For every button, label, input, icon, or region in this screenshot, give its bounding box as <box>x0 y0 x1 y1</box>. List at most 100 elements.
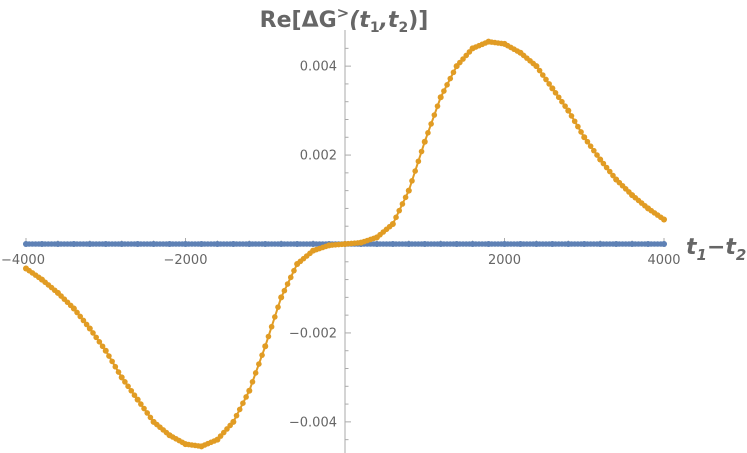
sample-point <box>214 436 221 443</box>
sample-point <box>552 90 559 96</box>
sample-point <box>284 281 291 287</box>
sample-point <box>610 172 616 179</box>
sample-point <box>412 168 418 174</box>
sample-point <box>533 63 540 69</box>
sample-point <box>77 313 84 320</box>
sample-point <box>134 396 141 403</box>
sample-point <box>434 103 441 109</box>
x-tick-label: −2000 <box>164 253 208 268</box>
sample-point <box>240 400 246 406</box>
sample-point <box>275 304 281 310</box>
sample-point <box>421 138 428 145</box>
x-tick-label: −4000 <box>1 253 45 268</box>
sample-point <box>106 353 112 359</box>
sample-point <box>441 88 447 94</box>
sample-point <box>122 379 128 385</box>
sample-point <box>246 387 253 394</box>
sample-point <box>128 387 135 394</box>
sample-point <box>115 369 122 375</box>
sample-point <box>118 374 125 381</box>
sample-point <box>587 143 594 149</box>
series-1 <box>23 241 667 247</box>
x-axis-label: t1−t2 <box>686 235 746 264</box>
sample-point <box>147 414 154 421</box>
x-tick-label: 2000 <box>488 253 521 268</box>
sample-point <box>457 59 463 66</box>
sample-point <box>549 85 556 92</box>
sample-point <box>74 309 80 316</box>
sample-point <box>425 130 431 136</box>
sample-point <box>83 321 90 328</box>
sample-point <box>144 410 151 416</box>
sample-point <box>138 401 144 407</box>
sample-point <box>390 221 396 227</box>
sample-point <box>536 67 543 74</box>
sample-point <box>463 52 470 59</box>
sample-point <box>581 134 588 141</box>
sample-point <box>418 148 425 155</box>
sample-point <box>141 405 147 412</box>
sample-point <box>272 314 278 320</box>
sample-point <box>268 323 275 330</box>
sample-point <box>109 358 115 365</box>
sample-point <box>575 123 581 130</box>
sample-point <box>597 156 603 163</box>
sample-point <box>93 334 99 341</box>
sample-point <box>591 147 597 154</box>
sample-point <box>291 267 297 274</box>
sample-point <box>437 94 444 101</box>
sample-point <box>259 352 265 358</box>
sample-point <box>571 118 578 125</box>
sample-point <box>396 207 403 214</box>
sample-point <box>99 343 106 350</box>
sample-point <box>466 49 473 55</box>
series-layer <box>23 38 667 450</box>
series-2 <box>23 38 667 450</box>
sample-point <box>555 94 562 101</box>
sample-point <box>102 347 109 354</box>
sample-point <box>220 429 227 436</box>
sample-point <box>243 394 249 400</box>
sample-point <box>87 325 93 332</box>
sample-point <box>227 422 233 429</box>
y-tick-label: 0.002 <box>300 149 337 164</box>
x-tick-label: 4000 <box>647 253 680 268</box>
sample-point <box>230 419 237 425</box>
sample-point <box>453 63 460 69</box>
sample-point <box>559 98 565 105</box>
sample-point <box>584 138 591 145</box>
sample-point <box>265 333 272 340</box>
sample-point <box>406 187 412 194</box>
sample-point <box>546 81 552 87</box>
sample-point <box>217 433 224 439</box>
sample-point <box>661 216 667 223</box>
sample-point <box>278 294 285 301</box>
sample-point <box>661 241 667 247</box>
sample-point <box>112 363 119 370</box>
sample-point <box>281 287 288 294</box>
sample-point <box>428 121 434 127</box>
y-tick-label: −0.004 <box>289 415 337 430</box>
sample-point <box>565 107 572 114</box>
sample-point <box>224 426 230 432</box>
y-tick-label: −0.002 <box>289 326 337 341</box>
y-tick-label: 0.004 <box>300 60 337 75</box>
sample-point <box>415 158 422 165</box>
sample-point <box>131 392 138 398</box>
sample-point <box>393 214 399 221</box>
sample-point <box>80 317 87 324</box>
sample-point <box>447 75 454 82</box>
sample-point <box>543 76 549 83</box>
sample-point <box>450 69 457 76</box>
sample-point <box>409 178 415 184</box>
sample-point <box>90 330 96 336</box>
sample-point <box>539 72 546 78</box>
sample-point <box>262 343 269 350</box>
sample-point <box>431 112 438 118</box>
sample-point <box>444 82 450 88</box>
sample-point <box>256 361 262 367</box>
sample-point <box>594 152 600 158</box>
sample-point <box>600 160 607 167</box>
sample-point <box>603 164 610 171</box>
